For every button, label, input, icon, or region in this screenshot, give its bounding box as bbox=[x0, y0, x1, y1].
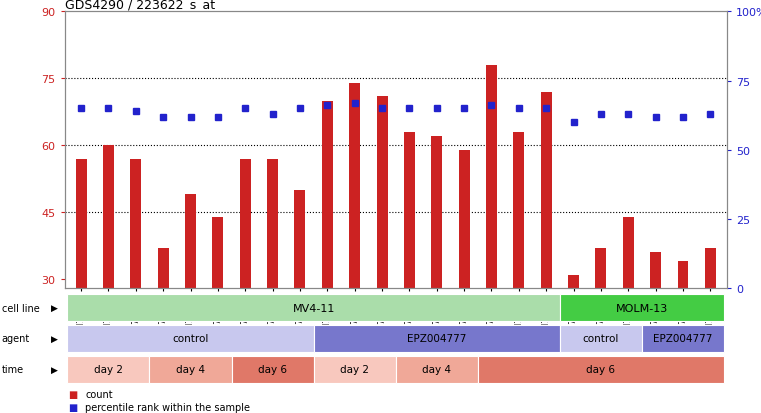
Bar bbox=[677, 261, 689, 288]
Bar bbox=[404, 133, 415, 288]
Text: ■: ■ bbox=[68, 402, 78, 412]
Text: EPZ004777: EPZ004777 bbox=[407, 334, 466, 344]
Bar bbox=[322, 101, 333, 288]
Bar bbox=[68, 356, 149, 382]
Bar bbox=[705, 248, 716, 288]
Text: count: count bbox=[85, 389, 113, 399]
Bar bbox=[622, 217, 634, 288]
Bar bbox=[560, 295, 724, 321]
Text: day 6: day 6 bbox=[587, 364, 616, 374]
Text: control: control bbox=[172, 334, 209, 344]
Text: day 2: day 2 bbox=[340, 364, 369, 374]
Text: EPZ004777: EPZ004777 bbox=[653, 334, 712, 344]
Bar bbox=[650, 253, 661, 288]
Bar bbox=[68, 325, 314, 352]
Text: day 4: day 4 bbox=[176, 364, 205, 374]
Bar bbox=[349, 83, 360, 288]
Bar bbox=[314, 356, 396, 382]
Bar bbox=[75, 159, 87, 288]
Bar bbox=[514, 133, 524, 288]
Text: day 6: day 6 bbox=[258, 364, 287, 374]
Text: day 4: day 4 bbox=[422, 364, 451, 374]
Text: cell line: cell line bbox=[2, 303, 40, 313]
Text: day 2: day 2 bbox=[94, 364, 123, 374]
Text: percentile rank within the sample: percentile rank within the sample bbox=[85, 402, 250, 412]
Bar bbox=[486, 66, 497, 288]
Text: ■: ■ bbox=[68, 389, 78, 399]
Text: agent: agent bbox=[2, 334, 30, 344]
Bar bbox=[295, 190, 305, 288]
Bar bbox=[231, 356, 314, 382]
Bar bbox=[541, 93, 552, 288]
Bar bbox=[185, 195, 196, 288]
Text: ▶: ▶ bbox=[51, 365, 58, 374]
Bar bbox=[396, 356, 478, 382]
Bar bbox=[212, 217, 224, 288]
Text: ▶: ▶ bbox=[51, 304, 58, 313]
Text: GDS4290 / 223622_s_at: GDS4290 / 223622_s_at bbox=[65, 0, 215, 11]
Bar bbox=[103, 146, 114, 288]
Bar bbox=[568, 275, 579, 288]
Bar bbox=[377, 97, 387, 288]
Text: MOLM-13: MOLM-13 bbox=[616, 303, 668, 313]
Bar bbox=[130, 159, 142, 288]
Bar bbox=[240, 159, 250, 288]
Bar bbox=[642, 325, 724, 352]
Text: time: time bbox=[2, 364, 24, 374]
Bar bbox=[431, 137, 442, 288]
Text: ▶: ▶ bbox=[51, 334, 58, 343]
Bar bbox=[314, 325, 560, 352]
Bar bbox=[459, 150, 470, 288]
Text: MV4-11: MV4-11 bbox=[292, 303, 335, 313]
Bar bbox=[267, 159, 278, 288]
Bar bbox=[595, 248, 607, 288]
Bar bbox=[68, 295, 560, 321]
Bar bbox=[158, 248, 169, 288]
Bar bbox=[478, 356, 724, 382]
Bar bbox=[149, 356, 231, 382]
Bar bbox=[560, 325, 642, 352]
Text: control: control bbox=[583, 334, 619, 344]
